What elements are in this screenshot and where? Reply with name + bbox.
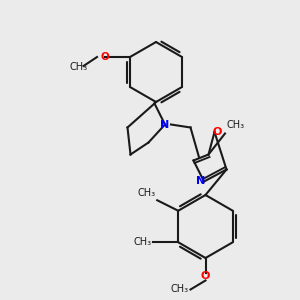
Text: CH₃: CH₃ bbox=[226, 120, 244, 130]
Text: N: N bbox=[196, 176, 206, 187]
Text: O: O bbox=[100, 52, 109, 62]
Text: O: O bbox=[201, 271, 210, 281]
Text: CH₃: CH₃ bbox=[133, 237, 151, 247]
Text: O: O bbox=[213, 127, 222, 137]
Text: CH₃: CH₃ bbox=[138, 188, 156, 198]
Text: N: N bbox=[160, 119, 169, 130]
Text: CH₃: CH₃ bbox=[70, 61, 88, 72]
Text: CH₃: CH₃ bbox=[171, 284, 189, 295]
